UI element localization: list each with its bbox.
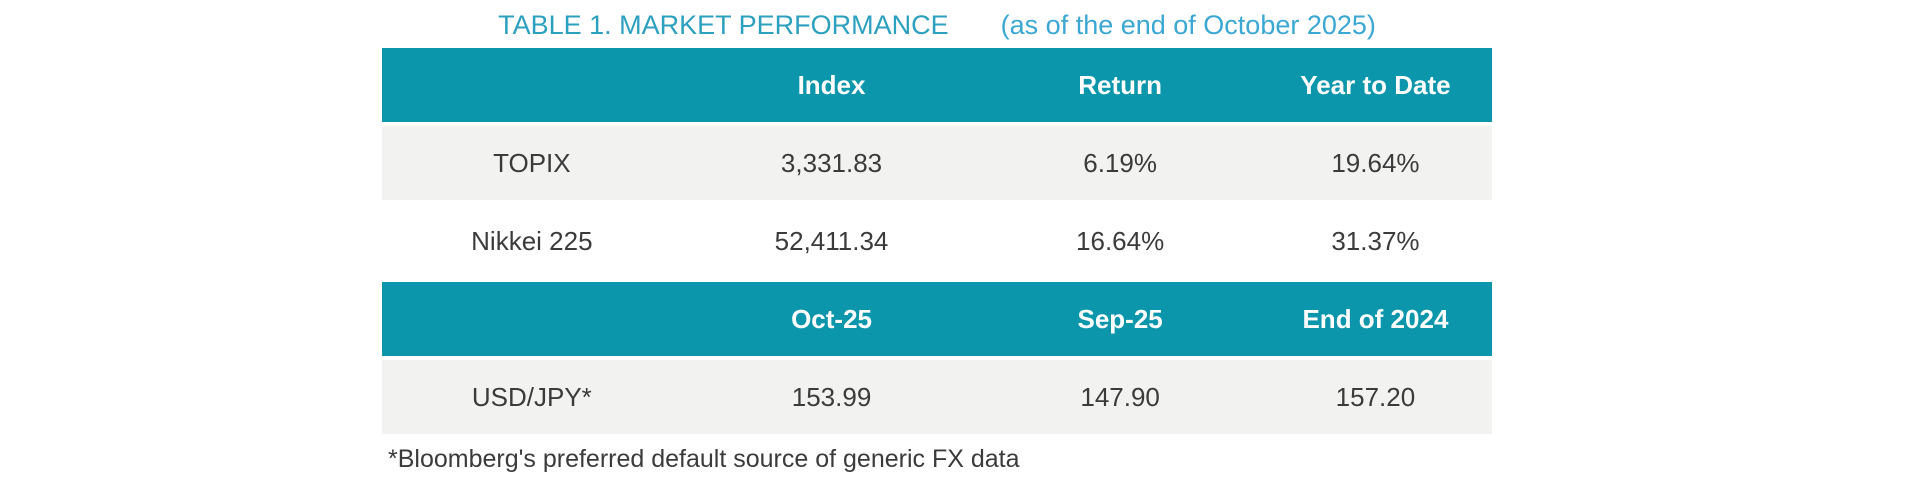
table-title-date: (as of the end of October 2025) (1000, 10, 1376, 40)
table-title-main: TABLE 1. MARKET PERFORMANCE (498, 10, 949, 40)
cell-ytd-value: 19.64% (1258, 126, 1492, 200)
row-label: Nikkei 225 (382, 204, 682, 278)
row-label: TOPIX (382, 126, 682, 200)
index-header-row: Index Return Year to Date (382, 48, 1492, 122)
cell-sep-value: 147.90 (981, 360, 1259, 434)
header-return: Return (981, 48, 1259, 122)
footnote: *Bloomberg's preferred default source of… (388, 445, 1020, 473)
header-end-of-2024: End of 2024 (1258, 282, 1492, 356)
market-performance-table: Index Return Year to Date TOPIX 3,331.83… (382, 44, 1492, 438)
cell-oct-value: 153.99 (681, 360, 982, 434)
cell-return-value: 6.19% (981, 126, 1259, 200)
row-label: USD/JPY* (382, 360, 682, 434)
fx-header-row: Oct-25 Sep-25 End of 2024 (382, 282, 1492, 356)
cell-eoy-value: 157.20 (1258, 360, 1492, 434)
market-performance-figure: TABLE 1. MARKET PERFORMANCE (as of the en… (382, 8, 1492, 474)
table-row-topix: TOPIX 3,331.83 6.19% 19.64% (382, 126, 1492, 200)
cell-index-value: 3,331.83 (681, 126, 982, 200)
cell-ytd-value: 31.37% (1258, 204, 1492, 278)
header-sep-25: Sep-25 (981, 282, 1259, 356)
table-row-nikkei: Nikkei 225 52,411.34 16.64% 31.37% (382, 204, 1492, 278)
table-title: TABLE 1. MARKET PERFORMANCE (as of the en… (382, 8, 1492, 42)
header-year-to-date: Year to Date (1258, 48, 1492, 122)
cell-index-value: 52,411.34 (681, 204, 982, 278)
header-blank (382, 282, 682, 356)
header-oct-25: Oct-25 (681, 282, 982, 356)
cell-return-value: 16.64% (981, 204, 1259, 278)
header-blank (382, 48, 682, 122)
table-row-usdjpy: USD/JPY* 153.99 147.90 157.20 (382, 360, 1492, 434)
header-index: Index (681, 48, 982, 122)
